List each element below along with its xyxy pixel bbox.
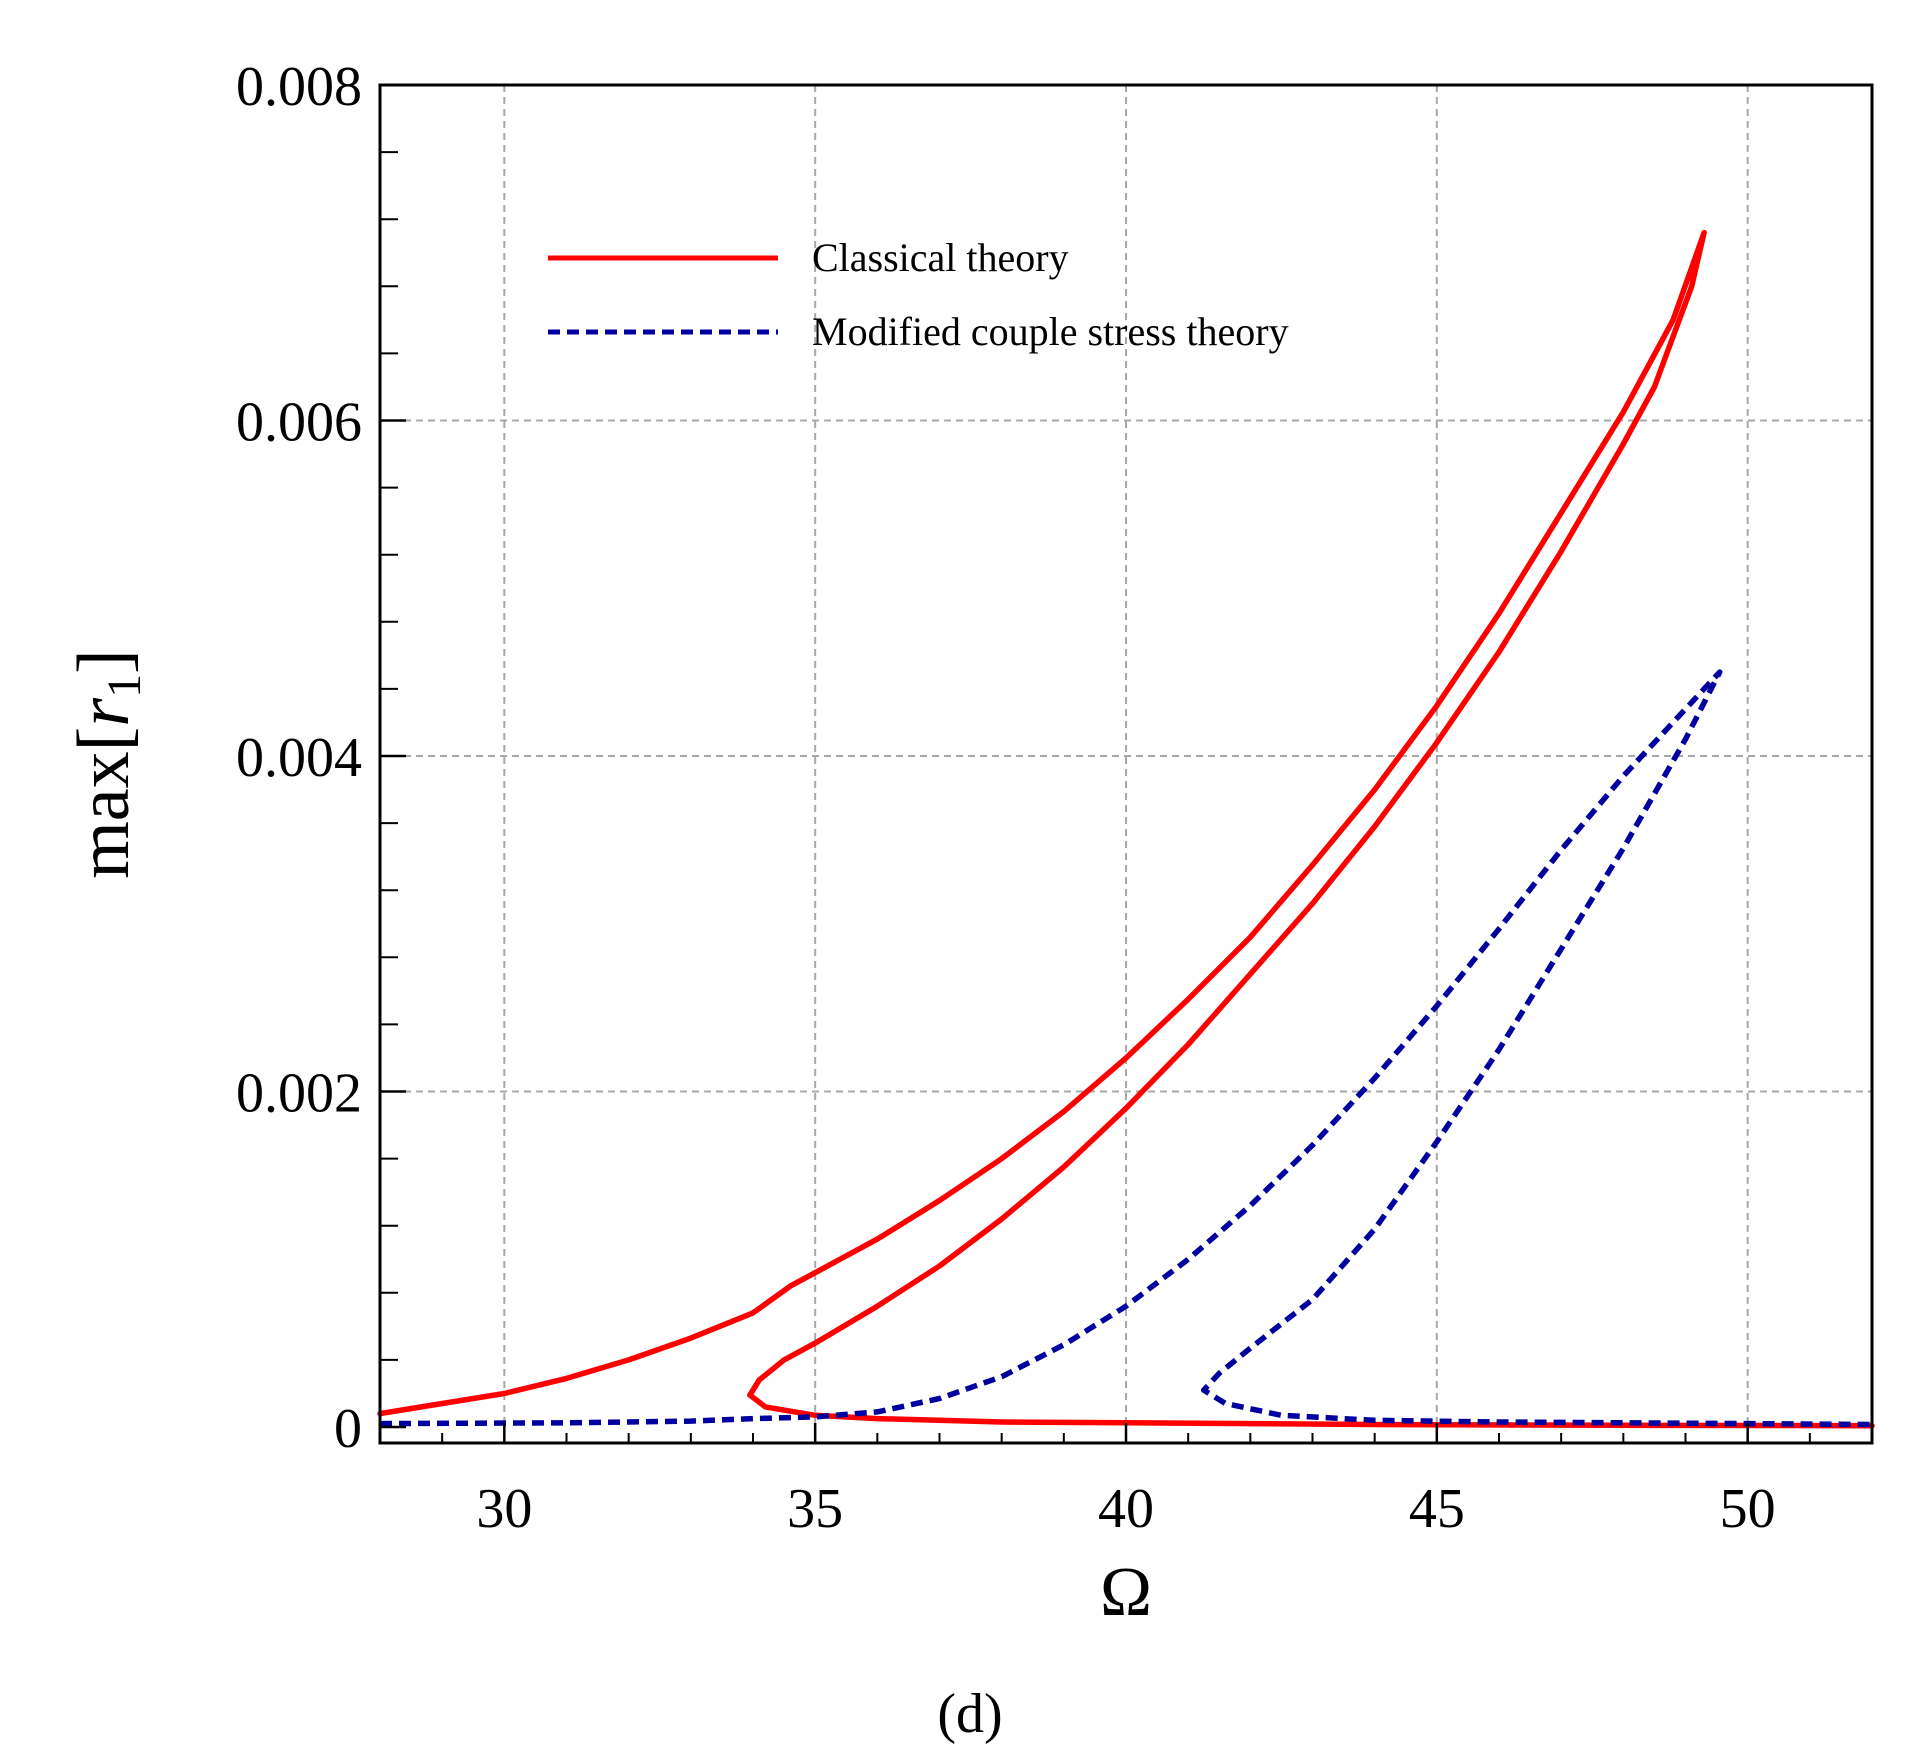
legend-label-classical: Classical theory: [812, 235, 1069, 280]
series-modified-couple-stress-theory: [379, 669, 1873, 1428]
legend-label-modified: Modified couple stress theory: [812, 309, 1289, 354]
major-ticks: [380, 83, 1749, 1443]
y-axis-title-suffix: ]: [63, 649, 145, 674]
minor-ticks: [379, 151, 1873, 1443]
y-tick-label: 0: [334, 1398, 362, 1460]
plot-frame: [378, 83, 1874, 1445]
y-tick-label: 0.002: [236, 1063, 362, 1125]
x-tick-label: 50: [1720, 1478, 1776, 1540]
y-axis-title-prefix: max[: [63, 727, 145, 879]
plot-series: [377, 229, 1875, 1429]
y-axis-title-subscript: 1: [98, 674, 151, 698]
panel-label: (d): [937, 1683, 1002, 1745]
y-axis-title-variable: r: [63, 697, 145, 727]
y-tick-label: 0.004: [236, 727, 362, 789]
x-tick-labels: 30 35 40 45 50: [476, 1478, 1775, 1540]
x-tick-label: 35: [787, 1478, 843, 1540]
y-tick-label: 0.006: [236, 392, 362, 454]
y-tick-label: 0.008: [236, 56, 362, 118]
series-classical-theory: [377, 229, 1875, 1429]
x-tick-label: 40: [1098, 1478, 1154, 1540]
x-axis-title: Ω: [1100, 1554, 1152, 1631]
grid: [380, 85, 1872, 1443]
x-tick-label: 30: [476, 1478, 532, 1540]
legend: Classical theory Modified couple stress …: [548, 235, 1289, 354]
x-tick-label: 45: [1409, 1478, 1465, 1540]
y-tick-labels: 0 0.002 0.004 0.006 0.008: [236, 56, 362, 1460]
y-axis-title: max[r1]: [63, 649, 151, 879]
